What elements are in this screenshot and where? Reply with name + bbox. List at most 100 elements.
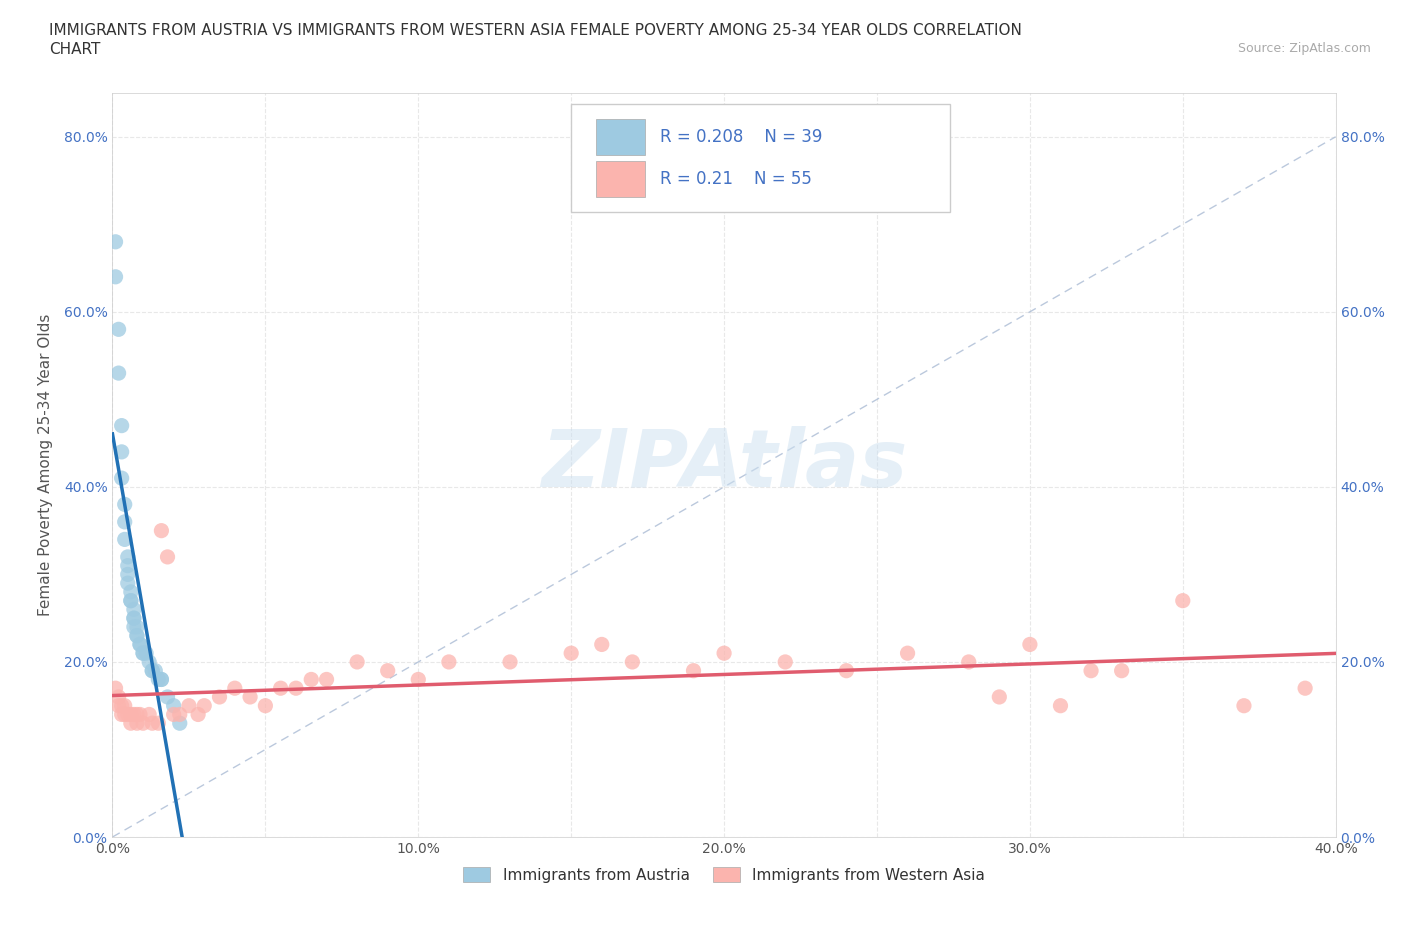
Point — [437, 655, 460, 670]
Point — [1111, 663, 1133, 678]
Point — [107, 698, 129, 713]
Point — [111, 418, 134, 433]
Point — [122, 707, 145, 722]
Point — [114, 497, 136, 512]
Point — [132, 716, 155, 731]
Point — [114, 707, 136, 722]
Point — [141, 716, 163, 731]
Point — [163, 707, 186, 722]
Point — [120, 593, 142, 608]
Point — [957, 655, 980, 670]
Point — [111, 698, 134, 713]
Point — [163, 698, 186, 713]
FancyBboxPatch shape — [596, 162, 644, 197]
Point — [138, 707, 160, 722]
Point — [169, 716, 191, 731]
Point — [114, 532, 136, 547]
Point — [150, 672, 173, 687]
Point — [122, 602, 145, 617]
Point — [104, 681, 127, 696]
Point — [346, 655, 368, 670]
Point — [1049, 698, 1071, 713]
Point — [560, 645, 582, 660]
Y-axis label: Female Poverty Among 25-34 Year Olds: Female Poverty Among 25-34 Year Olds — [38, 313, 52, 617]
Point — [621, 655, 644, 670]
Point — [120, 716, 142, 731]
Point — [299, 672, 322, 687]
Point — [104, 270, 127, 285]
Point — [775, 655, 797, 670]
FancyBboxPatch shape — [596, 119, 644, 154]
Point — [1233, 698, 1256, 713]
Point — [120, 593, 142, 608]
Point — [117, 558, 139, 573]
Point — [193, 698, 215, 713]
Text: R = 0.208    N = 39: R = 0.208 N = 39 — [661, 128, 823, 146]
Point — [143, 663, 166, 678]
Point — [122, 611, 145, 626]
Point — [408, 672, 430, 687]
Point — [132, 645, 155, 660]
Point — [132, 645, 155, 660]
Point — [239, 689, 262, 704]
Point — [499, 655, 522, 670]
Point — [107, 322, 129, 337]
Point — [1171, 593, 1194, 608]
Point — [254, 698, 277, 713]
Point — [315, 672, 337, 687]
Point — [169, 707, 191, 722]
Point — [125, 619, 148, 634]
Point — [125, 629, 148, 644]
Point — [129, 637, 152, 652]
Point — [122, 611, 145, 626]
Point — [284, 681, 308, 696]
Legend: Immigrants from Austria, Immigrants from Western Asia: Immigrants from Austria, Immigrants from… — [457, 860, 991, 889]
Point — [150, 672, 173, 687]
Point — [156, 689, 179, 704]
Point — [591, 637, 613, 652]
Point — [135, 645, 157, 660]
Point — [117, 567, 139, 582]
Point — [377, 663, 399, 678]
Point — [107, 365, 129, 380]
Text: Source: ZipAtlas.com: Source: ZipAtlas.com — [1237, 42, 1371, 55]
Point — [224, 681, 246, 696]
Point — [104, 234, 127, 249]
Point — [897, 645, 920, 660]
Text: R = 0.21    N = 55: R = 0.21 N = 55 — [661, 170, 813, 188]
Point — [111, 707, 134, 722]
Point — [114, 514, 136, 529]
Point — [141, 663, 163, 678]
Point — [117, 707, 139, 722]
Point — [187, 707, 209, 722]
Point — [111, 445, 134, 459]
Point — [148, 672, 170, 687]
Point — [208, 689, 231, 704]
Point — [129, 707, 152, 722]
Point — [129, 637, 152, 652]
Point — [156, 550, 179, 565]
Point — [150, 524, 173, 538]
Point — [111, 471, 134, 485]
Text: ZIPAtlas: ZIPAtlas — [541, 426, 907, 504]
Point — [125, 707, 148, 722]
Point — [1018, 637, 1040, 652]
Point — [1294, 681, 1316, 696]
Point — [988, 689, 1011, 704]
Point — [122, 619, 145, 634]
Point — [1080, 663, 1102, 678]
Point — [107, 689, 129, 704]
Point — [138, 655, 160, 670]
Point — [682, 663, 704, 678]
Point — [835, 663, 858, 678]
Text: IMMIGRANTS FROM AUSTRIA VS IMMIGRANTS FROM WESTERN ASIA FEMALE POVERTY AMONG 25-: IMMIGRANTS FROM AUSTRIA VS IMMIGRANTS FR… — [49, 23, 1022, 38]
Point — [120, 707, 142, 722]
Point — [125, 716, 148, 731]
Point — [177, 698, 200, 713]
Point — [117, 576, 139, 591]
Point — [114, 698, 136, 713]
Point — [141, 663, 163, 678]
FancyBboxPatch shape — [571, 104, 950, 212]
Point — [713, 645, 735, 660]
Point — [125, 629, 148, 644]
